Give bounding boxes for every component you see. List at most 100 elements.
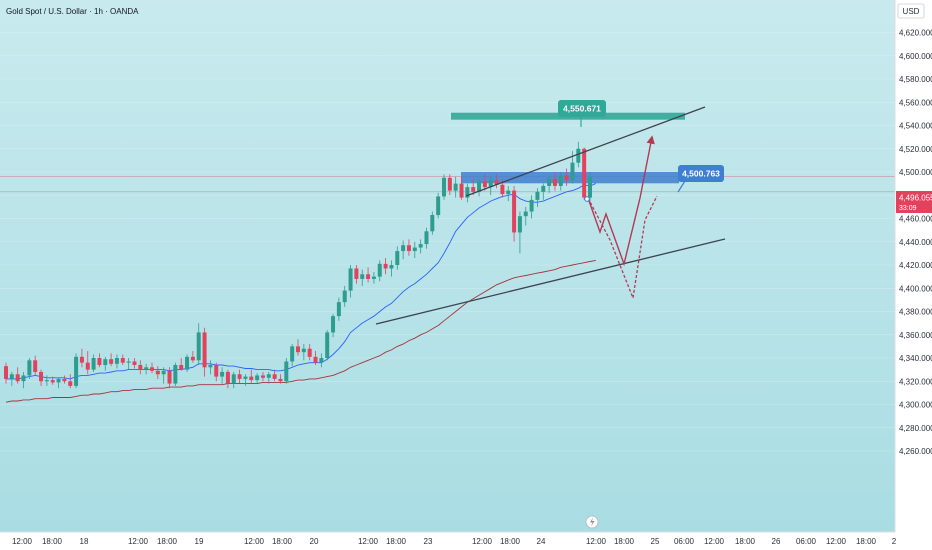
candle-body xyxy=(465,187,470,198)
time-tick-label: 12:00 xyxy=(128,537,149,546)
candle-body xyxy=(62,378,67,382)
candle-body xyxy=(167,370,172,384)
price-tick-label: 4,420.000 xyxy=(899,261,932,270)
candle-body xyxy=(442,177,446,197)
candle-body xyxy=(523,211,528,217)
price-tick-label: 4,460.000 xyxy=(899,215,932,224)
candle-body xyxy=(459,183,464,198)
candle-body xyxy=(266,374,271,378)
candle-body xyxy=(541,185,546,192)
time-tick-label: 12:00 xyxy=(704,537,725,546)
forecast-paths[interactable] xyxy=(584,135,658,301)
callouts[interactable]: 4,550.671 4,500.763 xyxy=(558,100,724,193)
candle-body xyxy=(471,187,476,192)
candle-body xyxy=(91,358,96,370)
candle-body xyxy=(21,375,26,382)
candle-body xyxy=(50,380,55,383)
candle-body xyxy=(150,367,154,371)
candle-body xyxy=(161,370,166,375)
time-tick-label: 06:00 xyxy=(796,537,817,546)
price-tick-label: 4,580.000 xyxy=(899,75,932,84)
currency-box[interactable] xyxy=(897,3,925,19)
time-tick-label: 24 xyxy=(537,537,546,546)
ema-fast-line xyxy=(6,183,596,380)
candle-body xyxy=(582,148,587,198)
trendlines[interactable] xyxy=(375,106,726,325)
candle-body xyxy=(44,380,49,382)
candle-body xyxy=(488,180,493,188)
candle-body xyxy=(132,361,137,365)
candle-body xyxy=(436,196,441,216)
time-tick-label: 12:00 xyxy=(472,537,493,546)
candle-body xyxy=(225,371,230,384)
candle-body xyxy=(296,346,300,353)
price-tick-label: 4,320.000 xyxy=(899,377,932,386)
candle-body xyxy=(39,371,44,382)
candle-body xyxy=(138,364,143,370)
candle-body xyxy=(202,332,207,368)
price-tick-label: 4,520.000 xyxy=(899,145,932,154)
time-tick-label: 18:00 xyxy=(272,537,293,546)
price-tick-label: 4,380.000 xyxy=(899,308,932,317)
candle-body xyxy=(412,247,417,252)
price-tick-label: 4,260.000 xyxy=(899,447,932,456)
candle-body xyxy=(558,175,563,186)
time-tick-label: 18:00 xyxy=(735,537,756,546)
candle-body xyxy=(74,356,79,386)
candle-body xyxy=(406,245,411,252)
price-tick-label: 4,440.000 xyxy=(899,238,932,247)
time-tick-label: 12:00 xyxy=(358,537,379,546)
time-tick-label: 18 xyxy=(80,537,89,546)
symbol-title: Gold Spot / U.S. Dollar · 1h · OANDA xyxy=(6,7,139,16)
candle-body xyxy=(97,358,102,365)
resistance-zone xyxy=(461,172,679,184)
candle-body xyxy=(56,378,61,383)
horizontal-lines xyxy=(0,176,895,193)
target-callout-label: 4,550.671 xyxy=(563,104,601,114)
candle-body xyxy=(208,364,213,368)
time-axis[interactable]: 12:00 18:00 18 12:00 18:00 19 12:00 18:00 20 12:0… xyxy=(0,531,932,550)
candle-body xyxy=(547,178,552,186)
candle-body xyxy=(68,381,73,386)
lightning-icon[interactable] xyxy=(585,515,599,529)
time-tick-label: 12:00 xyxy=(586,537,607,546)
countdown-label: 33:09 xyxy=(899,205,917,212)
ema-fast xyxy=(6,183,596,380)
candle-body xyxy=(383,263,388,269)
candle-body xyxy=(377,263,382,277)
candle-body xyxy=(249,376,254,381)
candle-body xyxy=(576,148,581,163)
time-tick-label: 25 xyxy=(651,537,660,546)
candle-body xyxy=(33,360,38,372)
price-tick-label: 4,280.000 xyxy=(899,424,932,433)
candle-body xyxy=(424,231,429,245)
candle-body xyxy=(336,302,341,317)
price-tick-label: 4,560.000 xyxy=(899,98,932,107)
current-price-label: 4,496.055 xyxy=(899,194,932,203)
candle-body xyxy=(430,215,435,232)
candle-body xyxy=(243,376,248,379)
time-tick-label: 12:00 xyxy=(826,537,847,546)
candle-body xyxy=(366,274,371,279)
candle-body xyxy=(506,190,511,195)
ema-slow-line xyxy=(5,259,596,403)
forecast-anchor-point xyxy=(584,196,590,202)
candle-body xyxy=(453,183,458,191)
price-tick-label: 4,600.000 xyxy=(899,52,932,61)
time-tick-label: 06:00 xyxy=(674,537,695,546)
candle-body xyxy=(360,274,365,279)
candle-body xyxy=(529,199,534,212)
time-tick-label: 19 xyxy=(195,537,204,546)
candle-body xyxy=(196,332,201,361)
price-axis[interactable]: USD 4,260.000 4,280.000 4,300.000 4,320.000… xyxy=(894,0,932,550)
candle-body xyxy=(144,367,149,370)
candle-body xyxy=(126,361,131,363)
candle-body xyxy=(255,375,260,381)
candle-body xyxy=(517,216,522,233)
candle-body xyxy=(342,290,347,303)
price-tick-label: 4,500.000 xyxy=(899,168,932,177)
time-tick-label: 18:00 xyxy=(614,537,635,546)
candle-body xyxy=(313,356,318,363)
